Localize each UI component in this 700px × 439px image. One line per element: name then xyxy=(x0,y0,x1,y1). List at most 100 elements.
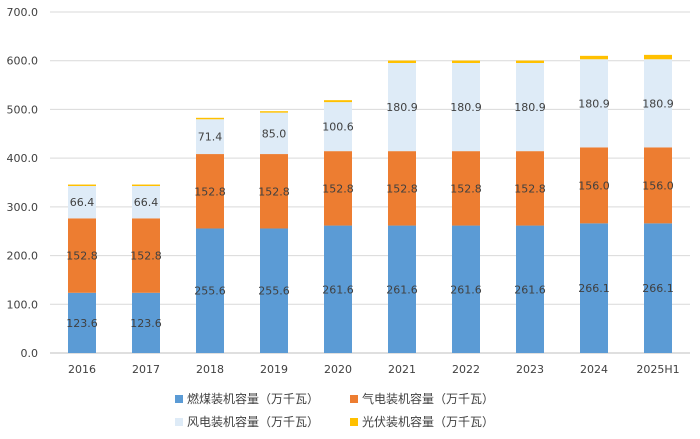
legend-item-gas: 气电装机容量（万千瓦） xyxy=(350,390,535,407)
bar-segment-wind xyxy=(644,59,672,148)
data-label: 180.9 xyxy=(514,101,546,114)
bar-segment-gas xyxy=(388,151,416,226)
legend-swatch-gas xyxy=(350,394,358,403)
y-tick-label: 500.0 xyxy=(7,103,39,116)
bar-segment-solar xyxy=(260,111,288,113)
x-tick-label: 2017 xyxy=(132,363,160,376)
data-label: 123.6 xyxy=(66,317,98,330)
bar-segment-wind xyxy=(580,59,608,148)
bar-segment-gas xyxy=(452,151,480,226)
x-tick-label: 2018 xyxy=(196,363,224,376)
bar-segment-solar xyxy=(132,184,160,187)
bar-segment-coal xyxy=(644,223,672,353)
bar-segment-wind xyxy=(388,63,416,152)
bar-segment-gas xyxy=(260,154,288,229)
data-label: 180.9 xyxy=(450,101,482,114)
data-label: 66.4 xyxy=(134,196,159,209)
x-tick-label: 2020 xyxy=(324,363,352,376)
legend-swatch-wind xyxy=(175,417,183,426)
bar-segment-wind xyxy=(68,186,96,219)
data-label: 266.1 xyxy=(578,282,610,295)
bar-segment-wind xyxy=(324,102,352,152)
data-label: 255.6 xyxy=(258,285,290,298)
bar-segment-coal xyxy=(324,225,352,353)
y-tick-label: 700.0 xyxy=(7,6,39,19)
data-label: 180.9 xyxy=(642,97,674,110)
data-label: 152.8 xyxy=(66,250,98,263)
data-label: 152.8 xyxy=(386,182,418,195)
legend-item-solar: 光伏装机容量（万千瓦） xyxy=(350,413,535,430)
legend-item-coal: 燃煤装机容量（万千瓦） xyxy=(175,390,350,407)
x-tick-label: 2024 xyxy=(580,363,608,376)
data-label: 123.6 xyxy=(130,317,162,330)
data-label: 66.4 xyxy=(70,196,95,209)
bar-segment-coal xyxy=(452,225,480,353)
bar-segment-coal xyxy=(132,292,160,353)
y-tick-label: 300.0 xyxy=(7,201,39,214)
y-tick-label: 100.0 xyxy=(7,298,39,311)
legend-item-wind: 风电装机容量（万千瓦） xyxy=(175,413,350,430)
bar-segment-solar xyxy=(644,54,672,60)
bar-segment-coal xyxy=(68,292,96,353)
data-label: 152.8 xyxy=(322,182,354,195)
bar-segment-coal xyxy=(580,223,608,353)
bar-segment-solar xyxy=(68,184,96,187)
data-label: 71.4 xyxy=(198,131,223,144)
y-tick-label: 600.0 xyxy=(7,55,39,68)
bar-segment-solar xyxy=(452,60,480,64)
bar-segment-coal xyxy=(260,228,288,353)
x-tick-label: 2022 xyxy=(452,363,480,376)
y-tick-label: 200.0 xyxy=(7,250,39,263)
data-label: 152.8 xyxy=(450,182,482,195)
data-label: 255.6 xyxy=(194,285,226,298)
data-label: 156.0 xyxy=(642,179,674,192)
legend-swatch-coal xyxy=(175,394,183,403)
data-label: 180.9 xyxy=(578,97,610,110)
y-tick-label: 0.0 xyxy=(21,347,39,360)
x-tick-label: 2023 xyxy=(516,363,544,376)
bar-segment-wind xyxy=(260,112,288,155)
legend-label-gas: 气电装机容量（万千瓦） xyxy=(362,392,495,406)
data-label: 85.0 xyxy=(262,127,287,140)
bar-segment-coal xyxy=(388,225,416,353)
chart-legend: 燃煤装机容量（万千瓦） 气电装机容量（万千瓦） 风电装机容量（万千瓦） 光伏装机… xyxy=(175,390,535,430)
data-label: 180.9 xyxy=(386,101,418,114)
data-label: 152.8 xyxy=(130,250,162,263)
x-tick-label: 2016 xyxy=(68,363,96,376)
legend-label-solar: 光伏装机容量（万千瓦） xyxy=(362,415,495,429)
x-tick-label: 2019 xyxy=(260,363,288,376)
data-label: 100.6 xyxy=(322,121,354,134)
bar-segment-wind xyxy=(196,119,224,155)
bar-segment-wind xyxy=(132,186,160,219)
legend-swatch-solar xyxy=(350,417,358,426)
bar-segment-gas xyxy=(132,218,160,293)
x-tick-label: 2025H1 xyxy=(636,363,679,376)
legend-label-coal: 燃煤装机容量（万千瓦） xyxy=(187,392,320,406)
bar-segment-wind xyxy=(452,63,480,152)
bar-segment-solar xyxy=(196,117,224,120)
data-label: 152.8 xyxy=(258,185,290,198)
y-tick-label: 400.0 xyxy=(7,152,39,165)
bar-segment-coal xyxy=(196,228,224,353)
bar-segment-solar xyxy=(516,60,544,64)
bar-segment-solar xyxy=(388,60,416,64)
bar-segment-solar xyxy=(580,55,608,60)
bar-segment-gas xyxy=(68,218,96,293)
data-label: 261.6 xyxy=(322,283,354,296)
bar-segment-gas xyxy=(196,154,224,229)
bar-segment-wind xyxy=(516,63,544,152)
bar-segment-coal xyxy=(516,225,544,353)
data-label: 152.8 xyxy=(514,182,546,195)
stacked-bar-chart: 0.0 100.0 200.0 300.0 400.0 500.0 600.0 700.0 12… xyxy=(7,6,690,376)
data-label: 261.6 xyxy=(450,283,482,296)
data-label: 152.8 xyxy=(194,185,226,198)
legend-label-wind: 风电装机容量（万千瓦） xyxy=(187,415,320,429)
bar-segment-gas xyxy=(644,147,672,224)
bar-segment-solar xyxy=(324,100,352,103)
x-tick-label: 2021 xyxy=(388,363,416,376)
bar-segment-gas xyxy=(580,147,608,224)
data-label: 266.1 xyxy=(642,282,674,295)
data-label: 261.6 xyxy=(514,283,546,296)
bar-segment-gas xyxy=(324,151,352,226)
data-label: 156.0 xyxy=(578,179,610,192)
